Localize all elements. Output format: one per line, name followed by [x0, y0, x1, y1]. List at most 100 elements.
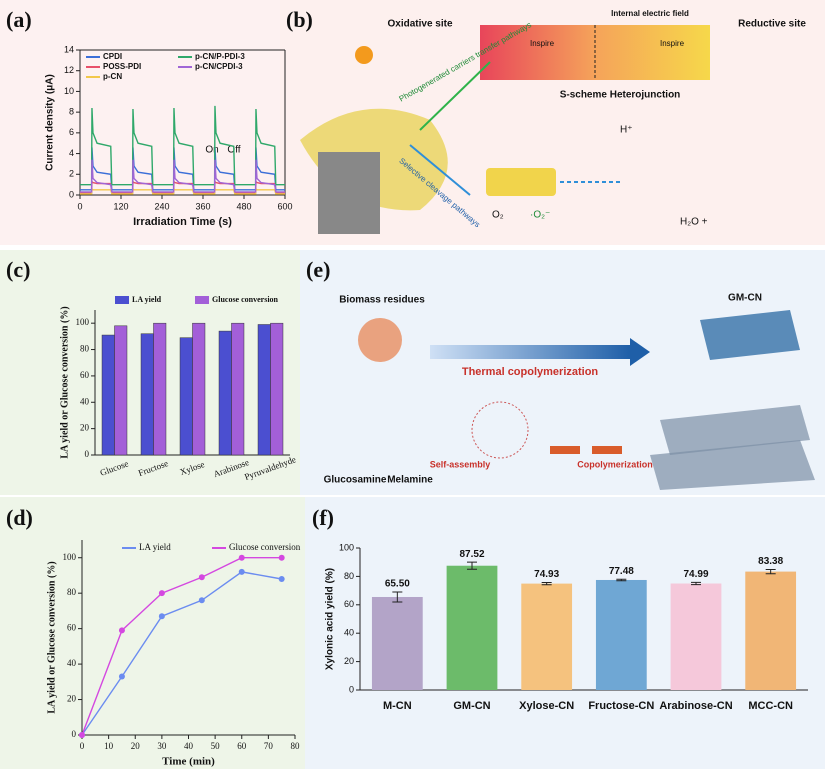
legend-label: LA yield [132, 295, 162, 304]
point [198, 597, 205, 604]
label: Glucosamine [324, 475, 387, 486]
panel-label: (d) [6, 505, 33, 530]
y-tick-label: 0 [72, 729, 77, 739]
value-label: 87.52 [459, 549, 484, 560]
x-tick-label: 60 [237, 741, 247, 751]
bar [218, 330, 232, 456]
error-bar [691, 581, 701, 586]
layer [660, 405, 810, 455]
y-tick-label: 14 [64, 44, 74, 54]
bar [192, 322, 206, 456]
panel-bg [0, 0, 280, 245]
x-tick-label: 10 [104, 741, 114, 751]
x-tick-label: 70 [264, 741, 274, 751]
label: ·O₂⁻ [530, 210, 550, 221]
point [79, 732, 85, 738]
x-tick-label: 40 [184, 741, 194, 751]
value-label: 74.93 [534, 569, 559, 580]
bar [446, 565, 498, 690]
x-tick-label: 80 [291, 741, 301, 751]
y-tick-label: 60 [344, 599, 354, 609]
arrow [430, 345, 630, 359]
x-tick-label: MCC-CN [748, 700, 793, 712]
x-tick-label: GM-CN [453, 700, 490, 712]
point [238, 554, 245, 561]
bar [371, 596, 423, 690]
y-tick-label: 20 [67, 694, 77, 704]
arrow-head [630, 338, 650, 366]
panel-label: (f) [312, 505, 334, 530]
x-tick-label: 120 [113, 201, 128, 211]
panel-label: (e) [306, 257, 330, 282]
legend-label: LA yield [139, 542, 171, 552]
bar [595, 579, 647, 690]
label: O₂ [492, 210, 504, 221]
y-tick-label: 4 [69, 148, 74, 158]
y-tick-label: 80 [80, 344, 90, 354]
label: Reductive site [738, 19, 806, 30]
point [278, 554, 285, 561]
point [118, 627, 125, 634]
y-tick-label: 12 [64, 65, 74, 75]
point [158, 613, 165, 620]
bar [101, 334, 115, 456]
y-tick-label: 40 [344, 628, 354, 638]
y-tick-label: 0 [69, 189, 74, 199]
sun [355, 46, 373, 64]
panel-label: (a) [6, 7, 32, 32]
y-tick-label: 60 [67, 623, 77, 633]
error-bar [467, 561, 477, 570]
x-tick-label: Fructose-CN [588, 700, 654, 712]
bar [521, 583, 573, 690]
arrow [550, 446, 580, 454]
legend-label: p-CN/P-PDI-3 [195, 52, 245, 61]
legend-label: CPDI [103, 52, 122, 61]
label: Melamine [387, 475, 433, 486]
label: Copolymerization [577, 459, 653, 469]
label: Biomass residues [339, 295, 425, 306]
y-axis-label: LA yield or Glucose conversion (%) [46, 561, 57, 713]
y-axis-label: Xylonic acid yield (%) [325, 568, 336, 670]
label: S-scheme Heterojunction [560, 90, 681, 101]
label: Thermal copolymerization [462, 366, 599, 378]
bar [153, 322, 167, 456]
bar [231, 322, 245, 456]
series-line [81, 557, 282, 736]
legend-swatch [115, 296, 129, 304]
panel-bg [0, 497, 305, 769]
value-label: 65.50 [385, 579, 410, 590]
label: Inspire [530, 39, 555, 48]
y-tick-label: 2 [69, 169, 74, 179]
y-tick-label: 20 [80, 423, 90, 433]
label: Self-assembly [430, 459, 491, 469]
x-tick-label: 30 [157, 741, 167, 751]
x-tick-label: 50 [211, 741, 221, 751]
annotation: On [205, 145, 218, 156]
x-axis-label: Time (min) [162, 756, 215, 768]
value-label: 74.99 [683, 569, 708, 580]
arrow [592, 446, 622, 454]
legend-label: p-CN/CPDI-3 [195, 62, 243, 71]
x-tick-label: 480 [236, 201, 251, 211]
bar [179, 337, 193, 456]
y-tick-label: 20 [344, 656, 354, 666]
bar [140, 333, 154, 456]
series-line [80, 105, 285, 186]
network [471, 401, 529, 459]
y-tick-label: 100 [63, 552, 77, 562]
y-tick-label: 8 [69, 107, 74, 117]
label: H₂O + [680, 217, 708, 228]
point [118, 673, 125, 680]
label: Oxidative site [387, 19, 452, 30]
tem-image [318, 152, 380, 234]
x-tick-label: 360 [195, 201, 210, 211]
error-bar [765, 568, 776, 575]
label: GM-CN [728, 293, 762, 304]
legend-label: Glucose conversion [229, 542, 301, 552]
legend-label: Glucose conversion [212, 295, 279, 304]
label: Internal electric field [611, 9, 689, 18]
legend-label: POSS-PDI [103, 62, 141, 71]
y-tick-label: 10 [64, 86, 74, 96]
y-tick-label: 0 [349, 684, 354, 694]
panel-label: (c) [6, 257, 30, 282]
